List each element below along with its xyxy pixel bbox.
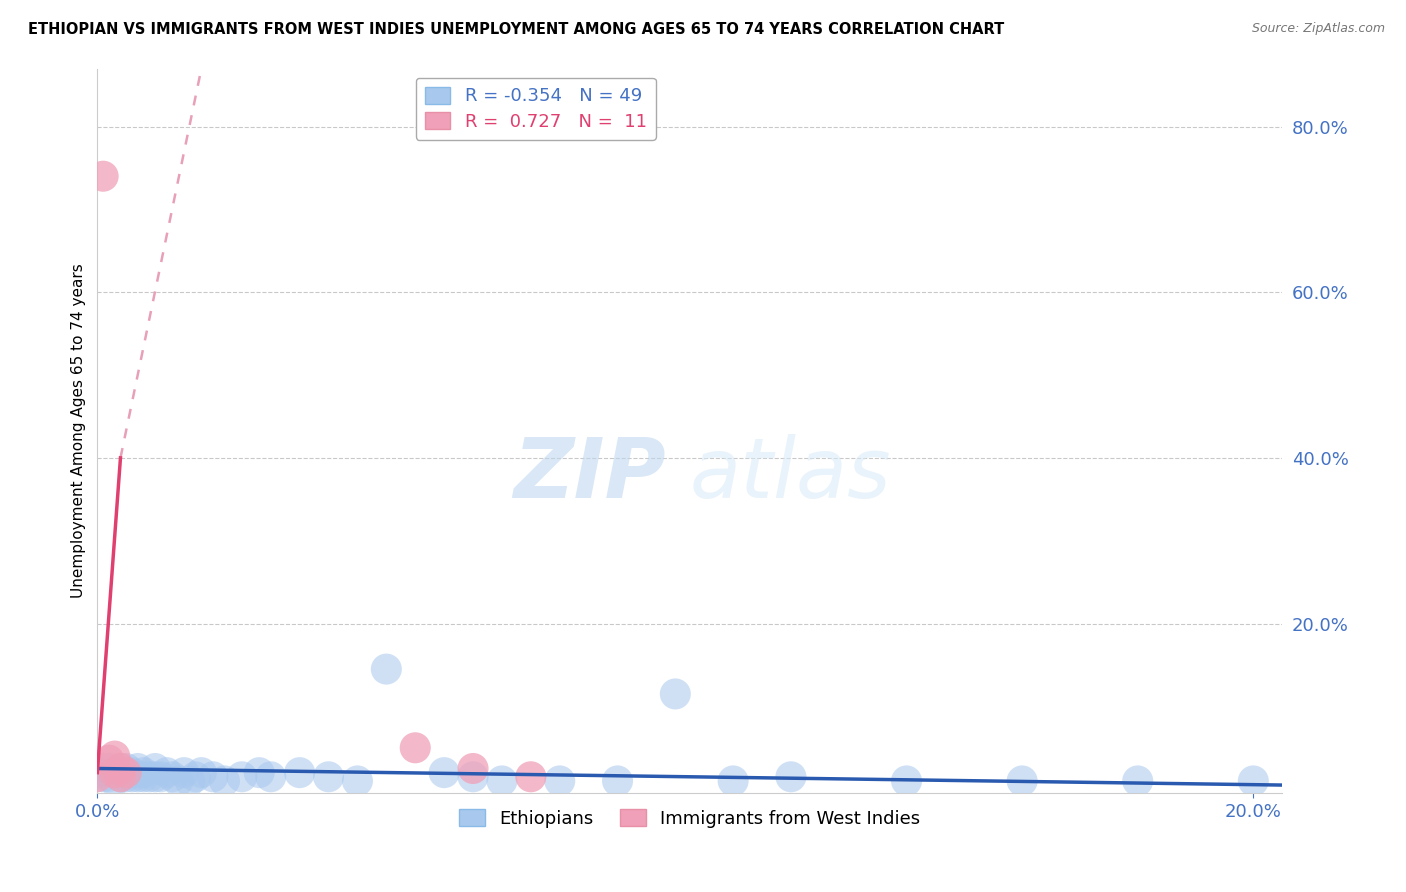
Point xyxy=(548,773,571,788)
Point xyxy=(110,770,132,784)
Point xyxy=(138,770,160,784)
Point xyxy=(91,762,114,776)
Point xyxy=(86,770,108,784)
Text: Source: ZipAtlas.com: Source: ZipAtlas.com xyxy=(1251,22,1385,36)
Point xyxy=(104,773,127,788)
Point xyxy=(404,740,426,755)
Point xyxy=(110,762,132,776)
Legend: Ethiopians, Immigrants from West Indies: Ethiopians, Immigrants from West Indies xyxy=(453,802,928,835)
Point xyxy=(461,762,484,776)
Point xyxy=(461,770,484,784)
Point xyxy=(156,765,179,780)
Point xyxy=(520,770,543,784)
Point xyxy=(162,770,184,784)
Point xyxy=(143,770,166,784)
Point xyxy=(1241,773,1264,788)
Point xyxy=(606,773,628,788)
Point xyxy=(104,749,127,764)
Point xyxy=(780,770,803,784)
Point xyxy=(184,770,207,784)
Point xyxy=(167,773,190,788)
Point xyxy=(1126,773,1149,788)
Point xyxy=(143,762,166,776)
Point xyxy=(127,770,149,784)
Point xyxy=(896,773,918,788)
Point xyxy=(132,765,155,780)
Point xyxy=(132,770,155,784)
Point xyxy=(214,773,236,788)
Point xyxy=(1011,773,1033,788)
Point xyxy=(288,765,311,780)
Point xyxy=(375,662,398,676)
Point xyxy=(91,169,114,184)
Point xyxy=(115,762,138,776)
Point xyxy=(346,773,368,788)
Point xyxy=(721,773,744,788)
Point xyxy=(201,770,224,784)
Y-axis label: Unemployment Among Ages 65 to 74 years: Unemployment Among Ages 65 to 74 years xyxy=(72,263,86,599)
Point xyxy=(318,770,340,784)
Point xyxy=(173,765,195,780)
Point xyxy=(433,765,456,780)
Point xyxy=(260,770,283,784)
Point xyxy=(115,770,138,784)
Point xyxy=(179,773,201,788)
Point xyxy=(91,770,114,784)
Point xyxy=(86,765,108,780)
Point xyxy=(97,770,120,784)
Text: atlas: atlas xyxy=(690,434,891,515)
Point xyxy=(121,770,143,784)
Point xyxy=(149,770,172,784)
Point xyxy=(104,765,127,780)
Point xyxy=(104,765,127,780)
Point xyxy=(190,765,212,780)
Point xyxy=(110,762,132,776)
Text: ZIP: ZIP xyxy=(513,434,666,515)
Point xyxy=(491,773,513,788)
Text: ETHIOPIAN VS IMMIGRANTS FROM WEST INDIES UNEMPLOYMENT AMONG AGES 65 TO 74 YEARS : ETHIOPIAN VS IMMIGRANTS FROM WEST INDIES… xyxy=(28,22,1004,37)
Point xyxy=(115,765,138,780)
Point xyxy=(247,765,270,780)
Point xyxy=(664,687,686,701)
Point xyxy=(231,770,253,784)
Point xyxy=(110,770,132,784)
Point xyxy=(97,762,120,776)
Point xyxy=(97,753,120,767)
Point xyxy=(121,765,143,780)
Point xyxy=(127,762,149,776)
